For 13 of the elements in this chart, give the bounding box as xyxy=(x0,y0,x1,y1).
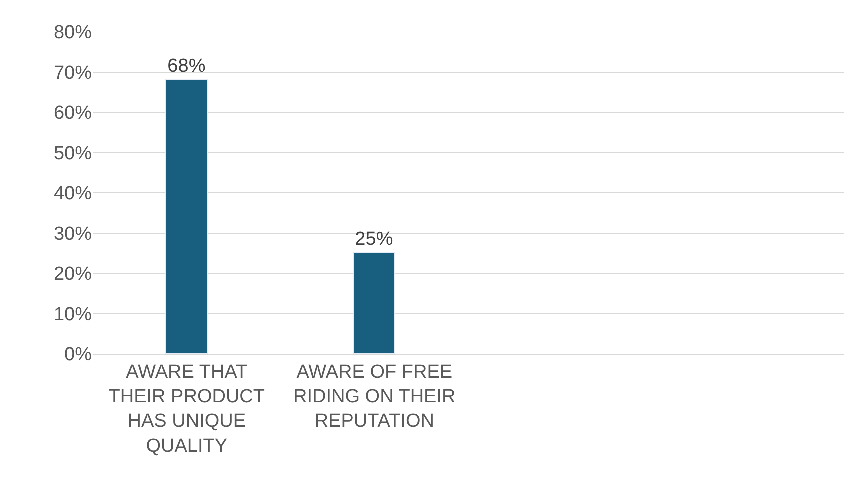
y-tick-label: 70% xyxy=(54,62,92,84)
y-tick-label: 30% xyxy=(54,224,92,245)
y-tick-label: 60% xyxy=(54,103,92,124)
y-tick-label: 50% xyxy=(54,143,92,164)
y-tick-label: 40% xyxy=(54,184,92,205)
x-tick-label: AWARE THAT THEIR PRODUCT HAS UNIQUE QUALITY xyxy=(108,362,266,457)
x-tick-label: AWARE OF FREE RIDING ON THEIR REPUTATION xyxy=(294,362,456,432)
data-label: 25% xyxy=(355,228,394,250)
y-tick-label: 0% xyxy=(64,344,92,366)
data-label: 68% xyxy=(168,56,206,77)
y-tick-label: 80% xyxy=(54,22,92,44)
y-tick-label: 10% xyxy=(54,304,92,326)
y-tick-label: 20% xyxy=(54,264,92,286)
